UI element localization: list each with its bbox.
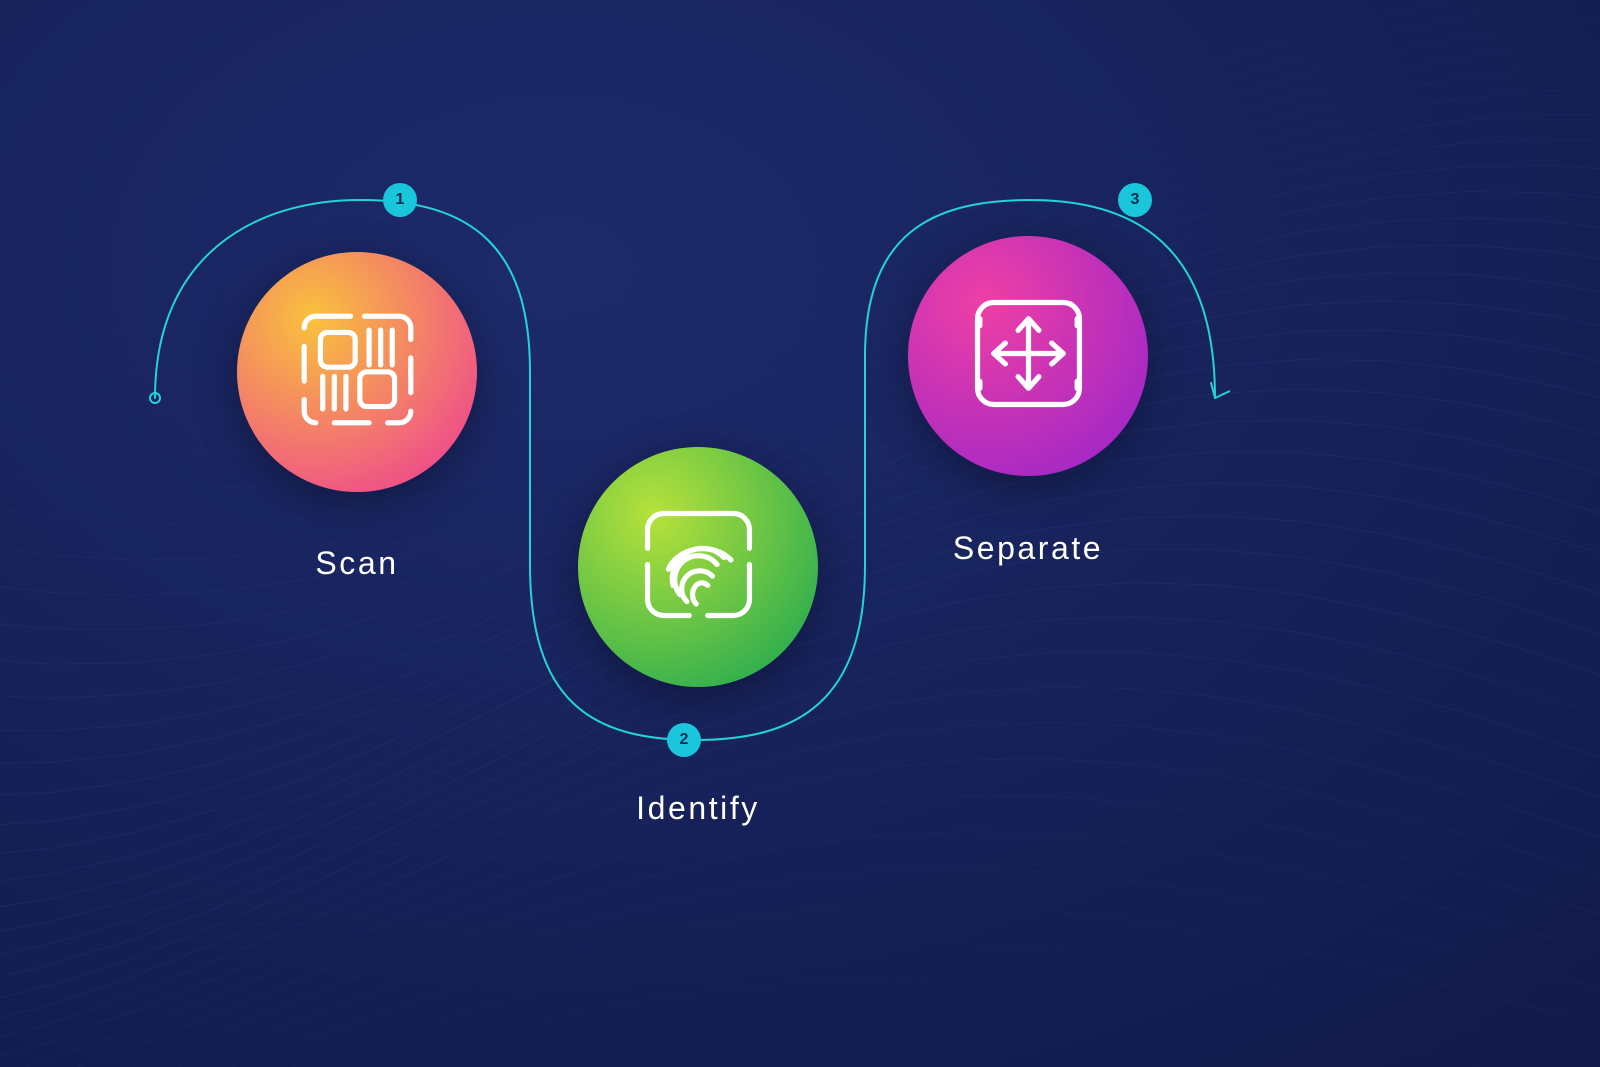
step-identify-circle bbox=[578, 447, 818, 687]
step-separate bbox=[908, 236, 1148, 476]
step-separate-label: Separate bbox=[878, 530, 1178, 567]
step-identify-label: Identify bbox=[548, 790, 848, 827]
step-scan-number: 1 bbox=[396, 191, 405, 209]
step-separate-circle bbox=[908, 236, 1148, 476]
step-identify bbox=[578, 447, 818, 687]
infographic-canvas: Scan Identify Separate 1 2 3 bbox=[0, 0, 1600, 1067]
connector-arrow-head bbox=[1206, 383, 1229, 402]
step-scan-circle bbox=[237, 252, 477, 492]
step-separate-number-badge: 3 bbox=[1118, 183, 1152, 217]
fingerprint-icon bbox=[629, 495, 768, 639]
step-identify-number: 2 bbox=[680, 731, 689, 749]
scan-icon bbox=[288, 300, 427, 444]
step-scan-label: Scan bbox=[207, 545, 507, 582]
arrows-icon bbox=[959, 284, 1098, 428]
step-separate-number: 3 bbox=[1131, 191, 1140, 209]
step-scan-number-badge: 1 bbox=[383, 183, 417, 217]
step-scan bbox=[237, 252, 477, 492]
step-identify-number-badge: 2 bbox=[667, 723, 701, 757]
